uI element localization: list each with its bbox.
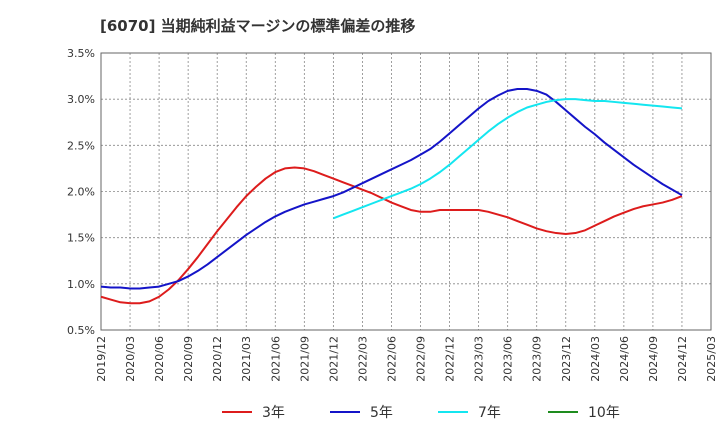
y-tick-label: 3.0% <box>67 93 95 106</box>
series-lines <box>100 88 683 305</box>
x-tick-label: 2024/06 <box>618 336 631 382</box>
y-tick-label: 1.5% <box>67 232 95 245</box>
y-tick-label: 0.5% <box>67 324 95 337</box>
chart-title: [6070] 当期純利益マージンの標準偏差の推移 <box>100 17 415 35</box>
x-tick-label: 2021/09 <box>298 336 311 382</box>
y-tick-label: 1.0% <box>67 278 95 291</box>
plot-frame <box>100 52 712 331</box>
series-line-2 <box>333 98 683 220</box>
x-tick-label: 2025/03 <box>705 336 718 382</box>
x-tick-label: 2020/09 <box>182 336 195 382</box>
y-tick-label: 2.5% <box>67 139 95 152</box>
series-line-0 <box>100 166 683 305</box>
x-tick-label: 2020/03 <box>124 336 137 382</box>
legend-label: 5年 <box>370 405 393 421</box>
x-tick-label: 2022/06 <box>385 336 398 382</box>
y-tick-label: 2.0% <box>67 186 95 199</box>
x-tick-label: 2021/03 <box>240 336 253 382</box>
x-tick-label: 2019/12 <box>95 336 108 382</box>
x-tick-label: 2024/12 <box>676 336 689 382</box>
x-tick-label: 2020/06 <box>153 336 166 382</box>
x-tick-label: 2024/09 <box>647 336 660 382</box>
legend-label: 7年 <box>478 405 501 421</box>
legend: 3年 5年 7年 10年 <box>222 405 620 421</box>
x-tick-label: 2024/03 <box>589 336 602 382</box>
legend-label: 3年 <box>262 405 285 421</box>
x-tick-label: 2023/06 <box>502 336 515 382</box>
axes: 0.5% 1.0% 1.5% 2.0% 2.5% 3.0% 3.5% 2019/12 2020/… <box>67 47 718 382</box>
series-line-1 <box>100 88 683 290</box>
y-tick-label: 3.5% <box>67 47 95 60</box>
legend-label: 10年 <box>588 405 620 421</box>
x-tick-label: 2023/12 <box>560 336 573 382</box>
x-tick-label: 2021/12 <box>327 336 340 382</box>
x-tick-label: 2021/06 <box>269 336 282 382</box>
x-tick-label: 2022/09 <box>415 336 428 382</box>
x-tick-label: 2023/03 <box>473 336 486 382</box>
x-tick-label: 2020/12 <box>211 336 224 382</box>
x-tick-label: 2022/03 <box>356 336 369 382</box>
x-tick-label: 2023/09 <box>531 336 544 382</box>
x-tick-label: 2022/12 <box>444 336 457 382</box>
